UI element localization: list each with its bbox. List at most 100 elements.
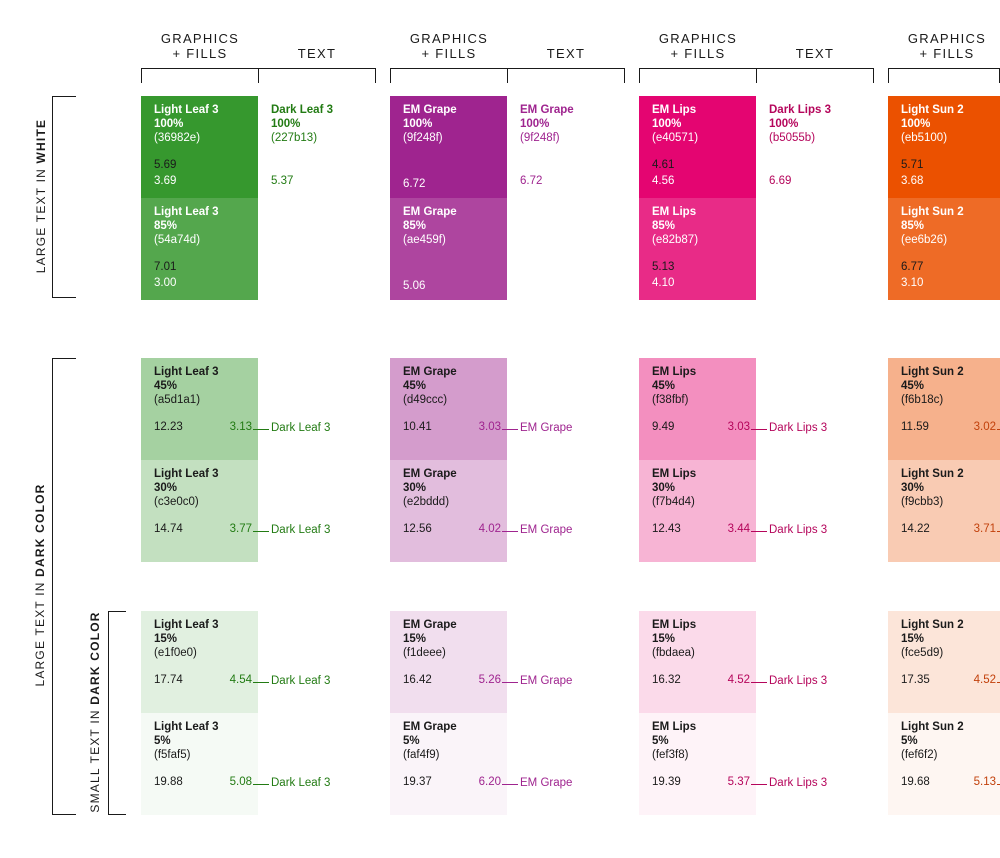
connector-line (253, 784, 269, 785)
swatch-name: EM Grape (403, 366, 457, 378)
swatch-dark-text: EM Lips 45% (f38fbf) 9.49 3.03 (639, 358, 756, 460)
swatch-percent: 45% (901, 380, 925, 392)
connector-line (502, 429, 518, 430)
contrast-ratio-dark-text: 4.02 (478, 523, 501, 535)
swatch-dark-text: EM Grape 5% (faf4f9) 19.37 6.20 (390, 713, 507, 815)
header-text: TEXT (795, 46, 835, 61)
header-fills-line: + FILLS (919, 46, 975, 61)
text-sample: Dark Lips 3 100% (b5055b) 6.69 (756, 96, 873, 198)
header-fills-line: + FILLS (172, 46, 228, 61)
bracket-graphics (390, 68, 508, 83)
connector-label: Dark Leaf 3 (271, 524, 331, 536)
swatch-name: EM Grape (403, 721, 457, 733)
contrast-ratio-dark-text: 5.08 (229, 776, 252, 788)
header-graphics-line: GRAPHICS (658, 31, 738, 46)
swatch-name: Light Leaf 3 (154, 721, 219, 733)
header-graphics-line: GRAPHICS (160, 31, 240, 46)
swatch-percent: 30% (403, 482, 427, 494)
label-small-dark-prefix: SMALL TEXT IN (88, 704, 102, 813)
text-sample-hex: (227b13) (271, 132, 318, 144)
connector-line (997, 784, 1000, 785)
swatch-name: EM Lips (652, 104, 697, 116)
swatch-percent: 5% (154, 735, 171, 747)
text-sample-hex: (9f248f) (520, 132, 560, 144)
swatch-percent: 85% (403, 220, 427, 232)
swatch-hex: (e40571) (652, 132, 699, 144)
contrast-ratio-dark-text: 4.52 (973, 674, 996, 686)
swatch-hex: (d49ccc) (403, 394, 448, 406)
connector-label: Dark Leaf 3 (271, 777, 331, 789)
contrast-ratio-black: 11.59 (901, 421, 929, 433)
label-large-white-prefix: LARGE TEXT IN (34, 163, 48, 274)
swatch-percent: 85% (652, 220, 676, 232)
header-graphics-fills: GRAPHICS + FILLS (141, 31, 259, 61)
bracket-white-section (52, 96, 76, 298)
swatch-hex: (54a74d) (154, 234, 201, 246)
swatch-name: EM Grape (403, 206, 457, 218)
text-sample-name: Dark Lips 3 (769, 104, 831, 116)
connector-line (253, 531, 269, 532)
contrast-ratio-black: 10.41 (403, 421, 432, 433)
text-sample-ratio: 5.37 (271, 175, 294, 187)
swatch-percent: 15% (403, 633, 427, 645)
swatch-name: Light Sun 2 (901, 468, 964, 480)
header-graphics-line: GRAPHICS (907, 31, 987, 46)
swatch-name: EM Grape (403, 468, 457, 480)
swatch-hex: (e2bddd) (403, 496, 450, 508)
contrast-ratio-dark-text: 3.03 (478, 421, 501, 433)
swatch-percent: 100% (403, 118, 433, 130)
contrast-ratio-dark-text: 5.26 (478, 674, 501, 686)
connector-line (751, 682, 767, 683)
contrast-ratio-black: 14.22 (901, 523, 930, 535)
header-graphics-fills: GRAPHICS + FILLS (639, 31, 757, 61)
contrast-ratio-dark-text: 5.37 (727, 776, 750, 788)
swatch-dark-text: Light Leaf 3 5% (f5faf5) 19.88 5.08 (141, 713, 258, 815)
connector-label: EM Grape (520, 524, 573, 536)
contrast-ratio-black: 5.06 (403, 280, 426, 292)
swatch-hex: (fce5d9) (901, 647, 944, 659)
text-sample-percent: 100% (520, 118, 550, 130)
bracket-text (507, 68, 625, 83)
swatch-percent: 100% (154, 118, 184, 130)
swatch-hex: (f7b4d4) (652, 496, 695, 508)
swatch-name: EM Grape (403, 104, 457, 116)
connector-line (253, 429, 269, 430)
swatch-name: Light Sun 2 (901, 721, 964, 733)
swatch-dark-text: Light Leaf 3 15% (e1f0e0) 17.74 4.54 (141, 611, 258, 713)
contrast-ratio-black: 14.74 (154, 523, 183, 535)
swatch-dark-text: Light Sun 2 15% (fce5d9) 17.35 4.52 (888, 611, 1000, 713)
text-sample-percent: 100% (271, 118, 301, 130)
connector-label: Dark Leaf 3 (271, 422, 331, 434)
swatch-name: Light Sun 2 (901, 619, 964, 631)
swatch-percent: 85% (901, 220, 925, 232)
swatch-white-text: Light Sun 2 100% (eb5100) 5.71 3.68 (888, 96, 1000, 198)
contrast-ratio-black: 16.42 (403, 674, 432, 686)
swatch-hex: (f5faf5) (154, 749, 191, 761)
swatch-white-text: Light Sun 2 85% (ee6b26) 6.77 3.10 (888, 198, 1000, 300)
swatch-hex: (c3e0c0) (154, 496, 199, 508)
header-fills-line: + FILLS (421, 46, 477, 61)
contrast-ratio-black: 5.71 (901, 159, 924, 171)
contrast-ratio-dark-text: 3.71 (973, 523, 996, 535)
swatch-dark-text: EM Lips 5% (fef3f8) 19.39 5.37 (639, 713, 756, 815)
contrast-ratio-white: 4.56 (652, 175, 675, 187)
text-sample: EM Grape 100% (9f248f) 6.72 (507, 96, 624, 198)
contrast-ratio-black: 6.72 (403, 178, 426, 190)
connector-label: EM Grape (520, 777, 573, 789)
contrast-ratio-black: 16.32 (652, 674, 681, 686)
contrast-ratio-white: 3.69 (154, 175, 177, 187)
label-large-white: LARGE TEXT IN WHITE (34, 96, 48, 296)
swatch-name: Light Sun 2 (901, 206, 964, 218)
swatch-dark-text: Light Sun 2 5% (fef6f2) 19.68 5.13 (888, 713, 1000, 815)
swatch-dark-text: EM Grape 45% (d49ccc) 10.41 3.03 (390, 358, 507, 460)
swatch-hex: (fbdaea) (652, 647, 695, 659)
contrast-ratio-black: 12.43 (652, 523, 681, 535)
swatch-hex: (f38fbf) (652, 394, 689, 406)
swatch-hex: (eb5100) (901, 132, 948, 144)
contrast-ratio-black: 19.88 (154, 776, 183, 788)
bracket-graphics (888, 68, 1000, 83)
swatch-name: Light Leaf 3 (154, 468, 219, 480)
connector-line (502, 531, 518, 532)
text-sample: Dark Leaf 3 100% (227b13) 5.37 (258, 96, 375, 198)
contrast-ratio-black: 17.35 (901, 674, 930, 686)
